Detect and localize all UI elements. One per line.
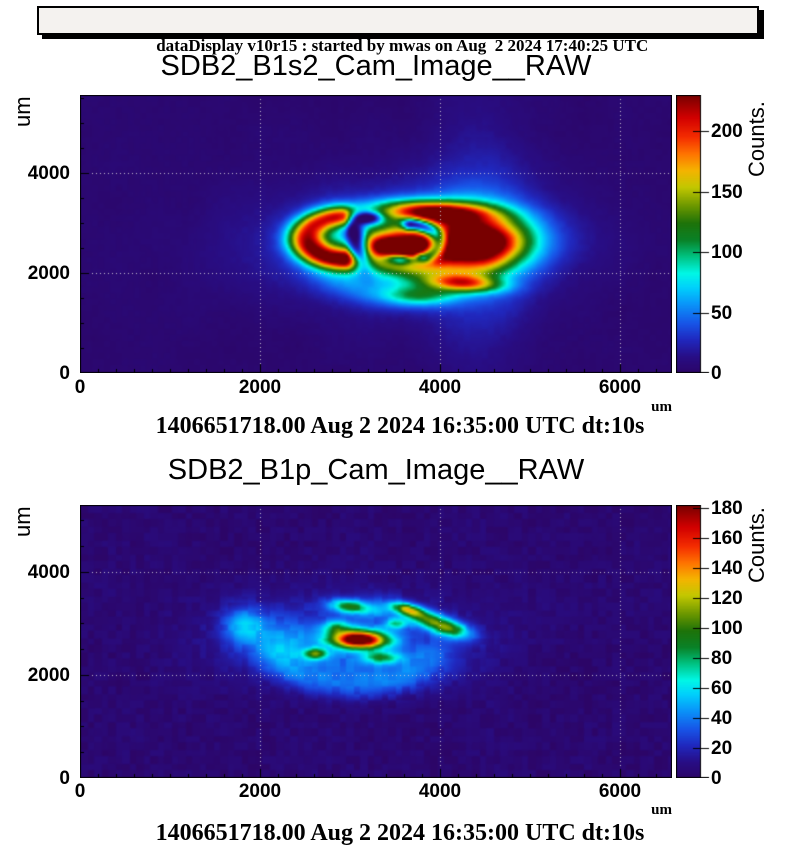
title-bar-text: dataDisplay v10r15 : started by mwas on …: [156, 36, 649, 55]
cb-tick-label: 20: [711, 738, 733, 759]
cb-tick-label: 100: [711, 242, 743, 264]
plot2-y-axis-tick-labels: 0 2000 4000: [0, 505, 72, 789]
x-axis-tick-label: 0: [74, 377, 86, 398]
plot1-x-axis-tick-labels: 0 2000 4000 6000: [75, 377, 672, 399]
cb-tick-label: 50: [711, 302, 733, 324]
cb-tick-label: 160: [711, 528, 743, 549]
x-axis-tick-label: 4000: [418, 781, 462, 802]
y-axis-tick-label: 0: [59, 363, 70, 384]
cb-tick-label: 200: [711, 121, 743, 143]
plot1-colorbar-title: Counts.: [744, 101, 769, 177]
cb-tick-label: 0: [711, 363, 722, 384]
cb-tick-label: 120: [711, 588, 743, 609]
x-axis-tick-label: 0: [74, 781, 86, 802]
x-axis-tick-label: 6000: [598, 781, 642, 802]
y-axis-tick-label: 2000: [27, 664, 70, 686]
plot2-x-axis-tick-labels: 0 2000 4000 6000: [75, 781, 672, 803]
title-bar: dataDisplay v10r15 : started by mwas on …: [37, 6, 759, 55]
y-axis-tick-label: 4000: [27, 163, 70, 184]
cb-tick-label: 0: [711, 768, 722, 789]
cb-tick-label: 80: [711, 648, 733, 669]
plot2-title: SDB2_B1p_Cam_Image__RAW: [167, 454, 585, 486]
plot1-colorbar-tick-labels: 0 50 100 150 200: [711, 95, 791, 384]
plot1-x-axis-title: um: [651, 399, 672, 415]
plot2-colorbar-tick-labels: 0 20 40 60 80 100 120 140 160 180: [711, 498, 791, 789]
cb-tick-label: 150: [711, 181, 743, 203]
x-axis-tick-label: 6000: [598, 377, 642, 398]
y-axis-tick-label: 0: [59, 768, 70, 789]
cb-tick-label: 60: [711, 678, 733, 699]
plot2-x-axis-title: um: [651, 802, 672, 818]
cb-tick-label: 140: [711, 558, 743, 579]
plot1-colorbar: [676, 95, 710, 373]
plot1-y-axis-tick-labels: 0 2000 4000: [0, 95, 72, 384]
cb-tick-label: 100: [711, 618, 743, 639]
cb-tick-label: 180: [711, 498, 743, 519]
plot2-colorbar-title: Counts.: [744, 507, 769, 583]
y-axis-tick-label: 2000: [27, 263, 70, 284]
plot2-colorbar: [676, 505, 710, 778]
plot2-heatmap-canvas[interactable]: [80, 505, 672, 778]
y-axis-tick-label: 4000: [27, 561, 70, 583]
x-axis-tick-label: 2000: [238, 377, 282, 398]
plot1-title: SDB2_B1s2_Cam_Image__RAW: [160, 50, 592, 82]
plot1-heatmap-canvas[interactable]: [80, 95, 672, 373]
plot2-timestamp: 1406651718.00 Aug 2 2024 16:35:00 UTC dt…: [155, 820, 645, 846]
cb-tick-label: 40: [711, 708, 733, 729]
x-axis-tick-label: 4000: [418, 377, 462, 398]
x-axis-tick-label: 2000: [238, 781, 282, 802]
plot1-timestamp: 1406651718.00 Aug 2 2024 16:35:00 UTC dt…: [155, 413, 645, 439]
